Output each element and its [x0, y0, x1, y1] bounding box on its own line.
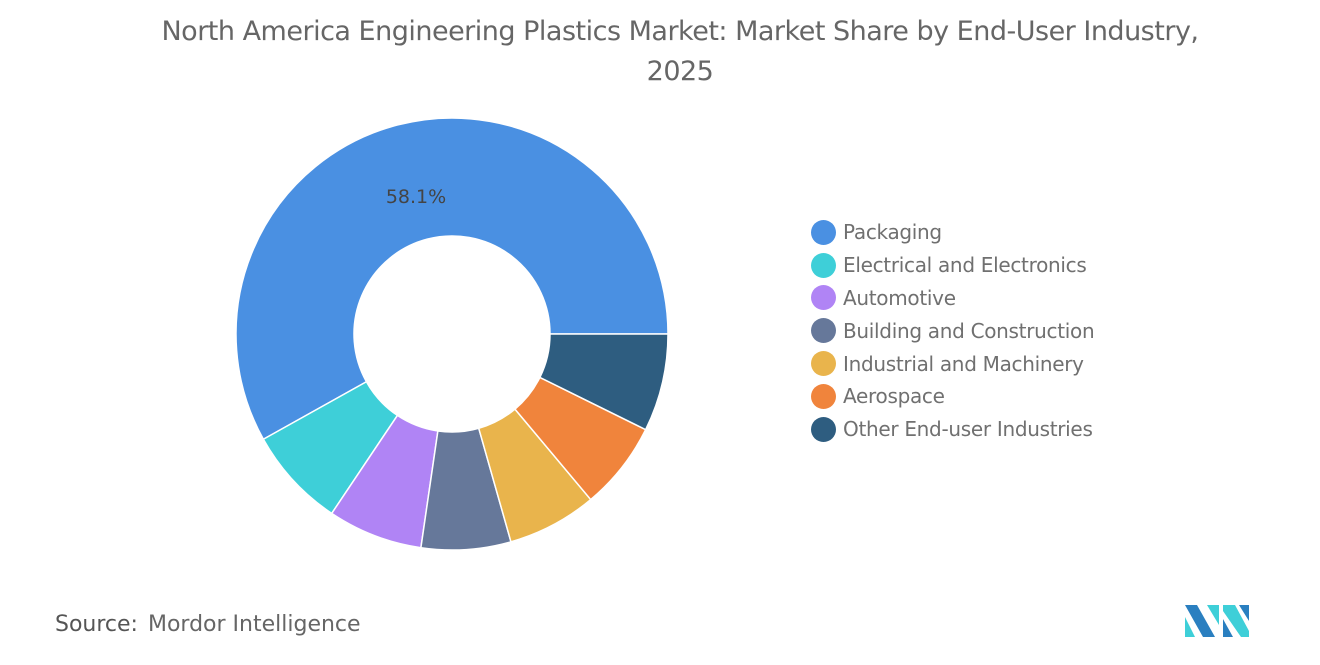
slice-other-end-user-industries — [538, 333, 669, 431]
legend-item: Electrical and Electronics — [811, 249, 1094, 282]
source-value: Mordor Intelligence — [147, 612, 361, 637]
legend-label: Building and Construction — [843, 318, 1095, 343]
legend-swatch — [811, 219, 836, 245]
legend-label: Automotive — [843, 285, 956, 310]
legend-swatch — [811, 252, 836, 278]
legend-item: Building and Construction — [811, 314, 1095, 347]
mordor-intelligence-logo — [1185, 605, 1249, 637]
legend-swatch — [811, 318, 836, 344]
legend-swatch — [811, 383, 836, 409]
legend: Packaging Electrical and Electronics Autom… — [811, 216, 1095, 446]
legend-label: Electrical and Electronics — [843, 253, 1087, 278]
legend-swatch — [811, 416, 836, 442]
legend-item: Industrial and Machinery — [811, 347, 1094, 380]
legend-label: Other End-user Industries — [843, 417, 1093, 442]
chart-title: North America Engineering Plastics Marke… — [161, 16, 1199, 87]
legend-item: Automotive — [811, 282, 1094, 315]
source: Source: Mordor Intelligence — [55, 612, 361, 637]
legend-swatch — [811, 285, 836, 311]
legend-item: Packaging — [811, 216, 1094, 249]
legend-item: Other End-user Industries — [811, 413, 1094, 446]
legend-label: Packaging — [843, 220, 942, 245]
legend-label: Industrial and Machinery — [843, 351, 1084, 376]
data-label-packaging: 58.1% — [386, 186, 446, 208]
source-label: Source: — [55, 612, 138, 637]
slice-packaging — [235, 117, 669, 441]
legend-item: Aerospace — [811, 380, 1094, 413]
legend-label: Aerospace — [843, 384, 945, 409]
legend-swatch — [811, 351, 836, 377]
